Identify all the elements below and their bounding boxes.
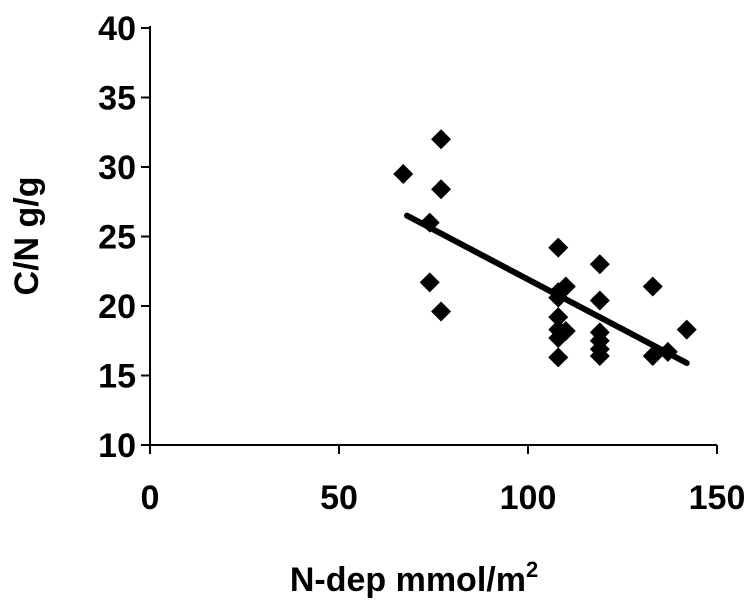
- y-tick-label: 30: [98, 149, 136, 187]
- data-point: [589, 346, 610, 367]
- data-point: [555, 321, 576, 342]
- data-point: [676, 319, 697, 340]
- trendline: [404, 212, 690, 366]
- data-point: [548, 307, 569, 328]
- y-axis-label: C/N g/g: [8, 177, 46, 296]
- data-point: [419, 212, 440, 233]
- x-tick-label: 150: [689, 479, 746, 517]
- data-point: [642, 346, 663, 367]
- data-point: [431, 179, 452, 200]
- trendline-group: [404, 212, 690, 366]
- data-points: [393, 129, 697, 368]
- y-axis-ticks: 10 15 20 25 30 35 40: [98, 10, 150, 465]
- x-axis-label-main: N-dep mmol/m: [290, 561, 526, 599]
- x-tick-label: 100: [500, 479, 557, 517]
- data-point: [555, 276, 576, 297]
- data-point: [657, 341, 678, 362]
- axes: [149, 26, 717, 446]
- data-point: [589, 254, 610, 275]
- data-point: [548, 347, 569, 368]
- axis-labels: C/N g/g N-dep mmol/m2: [8, 177, 538, 599]
- y-tick-label: 40: [98, 10, 136, 48]
- data-point: [431, 129, 452, 150]
- x-axis-ticks: 0 50 100 150: [141, 445, 746, 517]
- data-point: [642, 276, 663, 297]
- data-point: [393, 163, 414, 184]
- x-tick-label: 0: [141, 479, 160, 517]
- y-tick-label: 35: [98, 80, 136, 118]
- data-point: [548, 237, 569, 258]
- y-tick-label: 20: [98, 288, 136, 326]
- x-tick-label: 50: [320, 479, 358, 517]
- y-tick-label: 15: [98, 358, 136, 396]
- y-tick-label: 25: [98, 219, 136, 257]
- data-point: [589, 290, 610, 311]
- y-tick-label: 10: [98, 427, 136, 465]
- data-point: [419, 272, 440, 293]
- x-axis-label-superscript: 2: [526, 557, 538, 582]
- x-axis-label: N-dep mmol/m2: [290, 557, 538, 599]
- data-point: [431, 301, 452, 322]
